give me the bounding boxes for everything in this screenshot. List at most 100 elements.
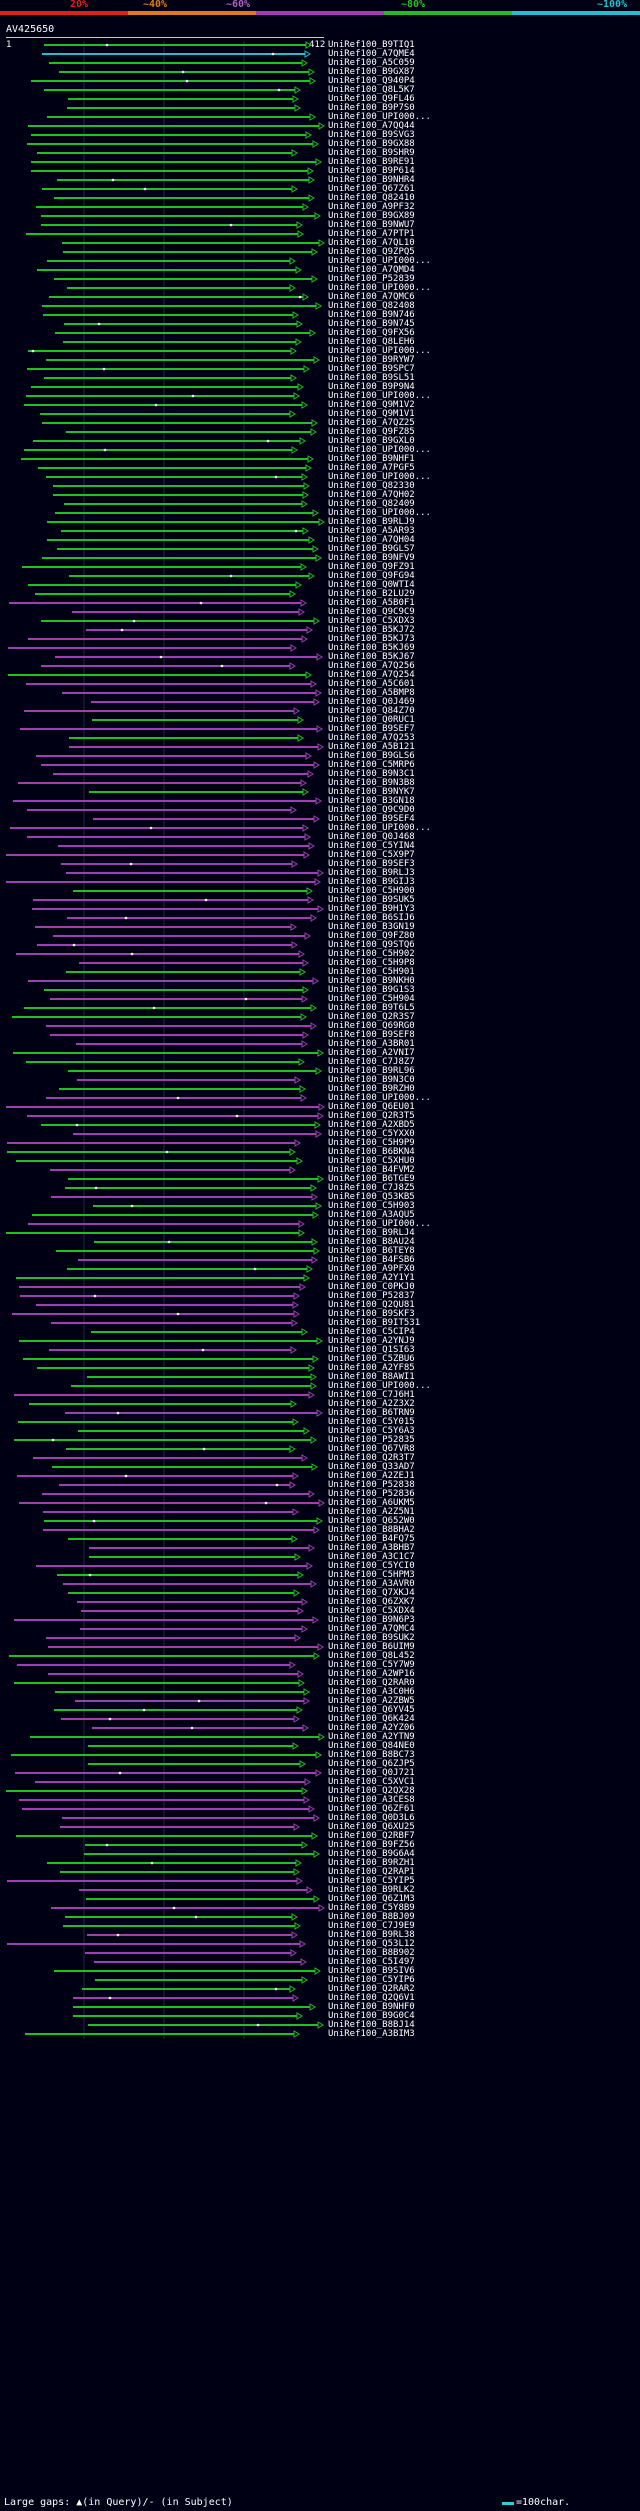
hit-label[interactable]: UniRef100_C5XDX3: [328, 616, 415, 626]
hit-label[interactable]: UniRef100_Q2R3T5: [328, 1111, 415, 1121]
hit-label[interactable]: UniRef100_Q2R3S7: [328, 1012, 415, 1022]
hit-label[interactable]: UniRef100_Q53KB5: [328, 1192, 415, 1202]
hit-label[interactable]: UniRef100_B9N3C1: [328, 769, 415, 779]
hit-label[interactable]: UniRef100_B8BC73: [328, 1750, 415, 1760]
hit-label[interactable]: UniRef100_A5B121: [328, 742, 415, 752]
hit-label[interactable]: UniRef100_UPI000...: [328, 823, 431, 833]
hit-label[interactable]: UniRef100_C0PKJ0: [328, 1282, 415, 1292]
hit-label[interactable]: UniRef100_Q0WTI4: [328, 580, 415, 590]
hit-label[interactable]: UniRef100_B9SPC7: [328, 364, 415, 374]
hit-label[interactable]: UniRef100_Q8LEH6: [328, 337, 415, 347]
hit-label[interactable]: UniRef100_A2YTN9: [328, 1732, 415, 1742]
hit-label[interactable]: UniRef100_C5YXX0: [328, 1129, 415, 1139]
hit-label[interactable]: UniRef100_B9SVG3: [328, 130, 415, 140]
hit-label[interactable]: UniRef100_A9PF32: [328, 202, 415, 212]
hit-label[interactable]: UniRef100_B9N3B8: [328, 778, 415, 788]
hit-label[interactable]: UniRef100_UPI000...: [328, 1219, 431, 1229]
hit-label[interactable]: UniRef100_Q8L452: [328, 1651, 415, 1661]
hit-label[interactable]: UniRef100_B9P9N4: [328, 382, 415, 392]
hit-label[interactable]: UniRef100_C5H9P8: [328, 958, 415, 968]
hit-label[interactable]: UniRef100_B9GX88: [328, 139, 415, 149]
hit-label[interactable]: UniRef100_C5XDX4: [328, 1606, 415, 1616]
hit-label[interactable]: UniRef100_B9RZH1: [328, 1858, 415, 1868]
hit-label[interactable]: UniRef100_B4FSB6: [328, 1255, 415, 1265]
hit-label[interactable]: UniRef100_B9NFV9: [328, 553, 415, 563]
hit-label[interactable]: UniRef100_B9SUK2: [328, 1633, 415, 1643]
hit-label[interactable]: UniRef100_B9FZ56: [328, 1840, 415, 1850]
hit-label[interactable]: UniRef100_Q2QU81: [328, 1300, 415, 1310]
hit-label[interactable]: UniRef100_Q0D3L6: [328, 1813, 415, 1823]
hit-label[interactable]: UniRef100_C5ZBU6: [328, 1354, 415, 1364]
hit-label[interactable]: UniRef100_C5H903: [328, 1201, 415, 1211]
hit-label[interactable]: UniRef100_Q0RUC1: [328, 715, 415, 725]
hit-label[interactable]: UniRef100_A3C0H6: [328, 1687, 415, 1697]
hit-label[interactable]: UniRef100_A7Q253: [328, 733, 415, 743]
hit-label[interactable]: UniRef100_P52837: [328, 1291, 415, 1301]
hit-label[interactable]: UniRef100_Q82409: [328, 499, 415, 509]
hit-label[interactable]: UniRef100_B9RLJ9: [328, 517, 415, 527]
hit-label[interactable]: UniRef100_B9RLK2: [328, 1885, 415, 1895]
hit-label[interactable]: UniRef100_Q6EU01: [328, 1102, 415, 1112]
hit-label[interactable]: UniRef100_B9RYW7: [328, 355, 415, 365]
hit-label[interactable]: UniRef100_A5BMP8: [328, 688, 415, 698]
hit-label[interactable]: UniRef100_B9GXL0: [328, 436, 415, 446]
hit-label[interactable]: UniRef100_A2YZ06: [328, 1723, 415, 1733]
hit-label[interactable]: UniRef100_UPI000...: [328, 346, 431, 356]
hit-label[interactable]: UniRef100_A7QMC6: [328, 292, 415, 302]
hit-label[interactable]: UniRef100_C5H901: [328, 967, 415, 977]
hit-label[interactable]: UniRef100_A7PTP1: [328, 229, 415, 239]
hit-label[interactable]: UniRef100_C7J8Z5: [328, 1183, 415, 1193]
hit-label[interactable]: UniRef100_B9NHF1: [328, 454, 415, 464]
hit-label[interactable]: UniRef100_Q2RAR0: [328, 1678, 415, 1688]
hit-label[interactable]: UniRef100_Q2RAR2: [328, 1984, 415, 1994]
hit-label[interactable]: UniRef100_B9RZH0: [328, 1084, 415, 1094]
hit-label[interactable]: UniRef100_B9N3C0: [328, 1075, 415, 1085]
hit-label[interactable]: UniRef100_Q0J721: [328, 1768, 415, 1778]
hit-label[interactable]: UniRef100_Q9STQ6: [328, 940, 415, 950]
hit-label[interactable]: UniRef100_B9NHF0: [328, 2002, 415, 2012]
hit-label[interactable]: UniRef100_B5KJ73: [328, 634, 415, 644]
hit-label[interactable]: UniRef100_Q2QX28: [328, 1786, 415, 1796]
hit-label[interactable]: UniRef100_B6TGE9: [328, 1174, 415, 1184]
hit-label[interactable]: UniRef100_Q6ZJP5: [328, 1759, 415, 1769]
hit-label[interactable]: UniRef100_B9GX89: [328, 211, 415, 221]
hit-label[interactable]: UniRef100_C5X9P7: [328, 850, 415, 860]
hit-label[interactable]: UniRef100_B5KJ67: [328, 652, 415, 662]
hit-label[interactable]: UniRef100_Q1SI63: [328, 1345, 415, 1355]
hit-label[interactable]: UniRef100_B9RL38: [328, 1930, 415, 1940]
hit-label[interactable]: UniRef100_Q6K424: [328, 1714, 415, 1724]
hit-label[interactable]: UniRef100_Q69RG0: [328, 1021, 415, 1031]
hit-label[interactable]: UniRef100_B9RL96: [328, 1066, 415, 1076]
hit-label[interactable]: UniRef100_B9SIV6: [328, 1966, 415, 1976]
hit-label[interactable]: UniRef100_UPI000...: [328, 1093, 431, 1103]
hit-label[interactable]: UniRef100_P52835: [328, 1435, 415, 1445]
hit-label[interactable]: UniRef100_C5YIP6: [328, 1975, 415, 1985]
hit-label[interactable]: UniRef100_UPI000...: [328, 256, 431, 266]
hit-label[interactable]: UniRef100_A3BHB7: [328, 1543, 415, 1553]
hit-label[interactable]: UniRef100_C5YIP5: [328, 1876, 415, 1886]
hit-label[interactable]: UniRef100_A2ZEJ1: [328, 1471, 415, 1481]
hit-label[interactable]: UniRef100_B9G6A4: [328, 1849, 415, 1859]
hit-label[interactable]: UniRef100_B9GX87: [328, 67, 415, 77]
hit-label[interactable]: UniRef100_C5XHU0: [328, 1156, 415, 1166]
hit-label[interactable]: UniRef100_Q9FZ91: [328, 562, 415, 572]
hit-label[interactable]: UniRef100_A7QMC4: [328, 1624, 415, 1634]
hit-label[interactable]: UniRef100_UPI000...: [328, 1381, 431, 1391]
hit-label[interactable]: UniRef100_Q9M1V1: [328, 409, 415, 419]
hit-label[interactable]: UniRef100_B9NHR4: [328, 175, 415, 185]
hit-label[interactable]: UniRef100_Q2R3T7: [328, 1453, 415, 1463]
hit-label[interactable]: UniRef100_B9GLS6: [328, 751, 415, 761]
hit-label[interactable]: UniRef100_B8BJ09: [328, 1912, 415, 1922]
hit-label[interactable]: UniRef100_B9SL51: [328, 373, 415, 383]
hit-label[interactable]: UniRef100_Q2Q6V1: [328, 1993, 415, 2003]
hit-label[interactable]: UniRef100_Q6ZF61: [328, 1804, 415, 1814]
hit-label[interactable]: UniRef100_A6UKM5: [328, 1498, 415, 1508]
hit-label[interactable]: UniRef100_B9G1S3: [328, 985, 415, 995]
hit-label[interactable]: UniRef100_C5YCI0: [328, 1561, 415, 1571]
hit-label[interactable]: UniRef100_Q84Z70: [328, 706, 415, 716]
hit-label[interactable]: UniRef100_Q9M1V2: [328, 400, 415, 410]
hit-label[interactable]: UniRef100_Q6XU25: [328, 1822, 415, 1832]
hit-label[interactable]: UniRef100_Q9C9D0: [328, 805, 415, 815]
hit-label[interactable]: UniRef100_B9N6P3: [328, 1615, 415, 1625]
hit-label[interactable]: UniRef100_B6UIM9: [328, 1642, 415, 1652]
